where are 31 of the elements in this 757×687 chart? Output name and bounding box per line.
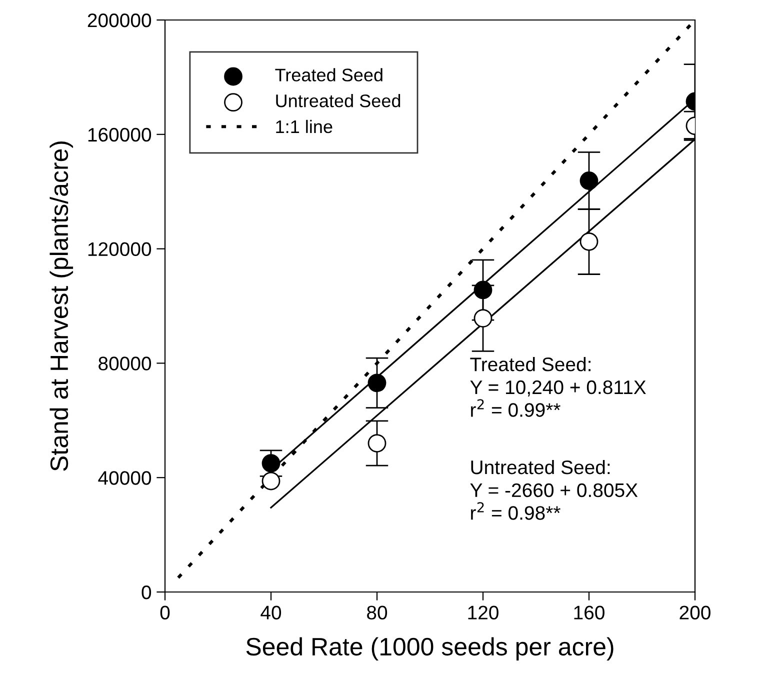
x-tick-label: 80 — [367, 606, 388, 620]
x-tick-label: 40 — [260, 606, 282, 620]
y-tick-label: 200000 — [88, 13, 152, 28]
point — [368, 374, 386, 392]
y-tick-label: 80000 — [98, 356, 152, 370]
x-tick-label: 160 — [574, 606, 604, 620]
point — [262, 472, 280, 490]
annotation: Y = 10,240 + 0.811X — [470, 380, 646, 396]
y-tick-label: 0 — [142, 585, 152, 600]
legend-label: Untreated Seed — [276, 94, 400, 108]
annotation: Treated Seed: — [470, 356, 590, 372]
x-tick-label: 120 — [468, 606, 498, 620]
y-axis-title: Stand at Harvest (plants/acre) — [50, 141, 74, 471]
legend-label: 1:1 line — [276, 120, 332, 134]
point — [580, 232, 598, 251]
y-tick-label: 40000 — [98, 471, 152, 485]
annotation: r$^{2}$ = 0.99** — [471, 399, 560, 417]
point — [474, 280, 492, 300]
y-tick-label: 160000 — [88, 128, 152, 142]
point — [368, 434, 386, 452]
x-tick-label: 0 — [160, 606, 170, 620]
point — [474, 309, 492, 328]
annotation: Untreated Seed: — [471, 460, 610, 474]
x-tick-label: 200 — [680, 606, 710, 620]
annotation: Y = -2660 + 0.805X — [470, 483, 638, 498]
point — [580, 172, 598, 190]
y-tick-label: 120000 — [88, 242, 152, 256]
annotation: r$^{2}$ = 0.98** — [471, 502, 560, 520]
x-axis-title: Seed Rate (1000 seeds per acre) — [246, 637, 614, 661]
legend-label: Treated Seed — [275, 68, 382, 82]
point — [262, 454, 280, 472]
